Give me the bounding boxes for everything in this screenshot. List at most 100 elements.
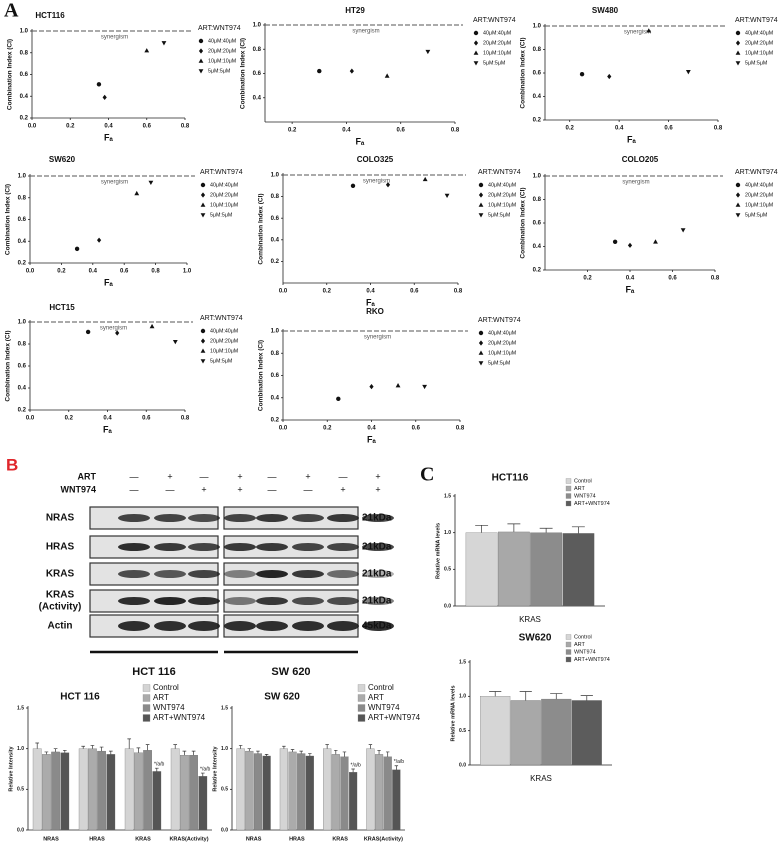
treatment-sign: — [268,471,277,481]
bar [32,748,42,831]
reference-label: synergism [363,179,390,185]
y-tick-label: 0.8 [20,50,29,56]
error-bar [90,745,95,749]
blot-band [118,514,150,522]
legend-swatch [142,704,151,712]
data-point [685,70,691,75]
treatment-sign: + [237,471,242,481]
x-tick-label: KRAS(Activity) [364,836,403,842]
legend-marker [478,192,484,198]
bar [106,754,116,831]
y-tick-label: 0.6 [533,221,542,227]
legend-marker [735,61,741,66]
y-tick-label: 0.6 [18,217,27,223]
blot-band [292,570,324,578]
data-point [384,73,390,78]
bar [383,756,392,831]
legend-label: ART+WNT974 [574,501,610,507]
chart-title: HCT116 [492,473,529,484]
group-label: HCT 116 [132,666,175,678]
annotation: */a/b [394,759,405,765]
bar [349,772,358,831]
blot-band [188,597,220,605]
data-point [385,182,391,188]
blot-band [292,543,324,551]
bar [253,753,263,831]
x-tick-label: NRAS [43,836,59,842]
blot-band [362,621,394,631]
error-bar [256,750,260,754]
legend-label: 10μM:10μM [208,58,236,64]
x-tick-label: KRAS [332,836,348,842]
legend-marker [198,58,204,63]
x-axis-label: Fₐ [366,297,375,307]
chart-title: SW480 [592,6,619,15]
legend-swatch [142,684,151,692]
error-bar [377,749,381,755]
data-point [336,396,341,402]
x-tick-label: 0.6 [412,426,421,432]
chart-title: SW 620 [264,692,300,703]
error-bar [264,754,269,756]
bar [152,771,162,831]
x-tick-label: KRAS [135,836,151,842]
x-tick-label: 0.0 [26,269,35,275]
legend-marker [735,182,741,188]
legend-label: Control [574,634,592,640]
legend-swatch [565,493,572,499]
legend-marker [478,202,484,207]
blot-band [224,597,256,605]
legend-label: 10μM:10μM [488,350,516,356]
data-point [134,190,140,196]
data-point [680,228,686,233]
blot-band [362,570,394,578]
blot-band [188,621,220,631]
legend-swatch [565,634,572,640]
y-tick-label: 0.8 [533,47,542,53]
blot-band [118,597,150,605]
bar [340,756,349,831]
legend-marker [473,30,479,36]
x-tick-label: 0.6 [664,126,673,132]
row-label: (Activity) [39,602,82,613]
legend-swatch [565,500,572,507]
legend-title: ART:WNT974 [200,315,243,322]
error-bar [299,750,303,754]
y-tick-label: 1.5 [221,705,228,711]
error-bar [290,749,295,752]
treatment-sign: — [339,471,348,481]
error-bar [200,772,205,777]
data-point [395,383,401,388]
data-point [148,180,154,186]
x-tick-label: 0.8 [714,126,723,132]
row-label: HRAS [46,542,75,553]
error-bar [282,745,286,749]
band-size: 21kDa [362,569,392,580]
legend-label: ART+WNT974 [153,713,206,722]
legend-swatch [565,641,572,648]
y-tick-label: 0.6 [253,71,262,77]
legend-title: ART:WNT974 [478,317,521,324]
error-bar [580,695,593,701]
treatment-label: WNT974 [60,484,96,494]
legend-label: ART [153,693,169,702]
reference-label: synergism [622,180,649,186]
y-axis-label: Relative mRNA levels [450,685,456,741]
blot-band [188,570,220,578]
legend-label: 40μM:40μM [488,330,516,336]
error-bar [247,748,252,752]
x-tick-label: 1.0 [183,269,192,275]
legend-label: ART [368,693,384,702]
legend-marker [198,48,204,54]
y-tick-label: 0.5 [459,728,466,734]
error-bar [81,745,86,749]
bar [189,755,198,831]
blot-band [188,514,220,522]
x-axis-label: Fₐ [626,284,635,294]
x-tick-label: 0.0 [279,289,288,295]
y-tick-label: 1.0 [17,746,24,752]
bar [323,748,332,831]
data-point [144,48,150,53]
treatment-sign: — [130,471,139,481]
error-bar [62,749,67,753]
